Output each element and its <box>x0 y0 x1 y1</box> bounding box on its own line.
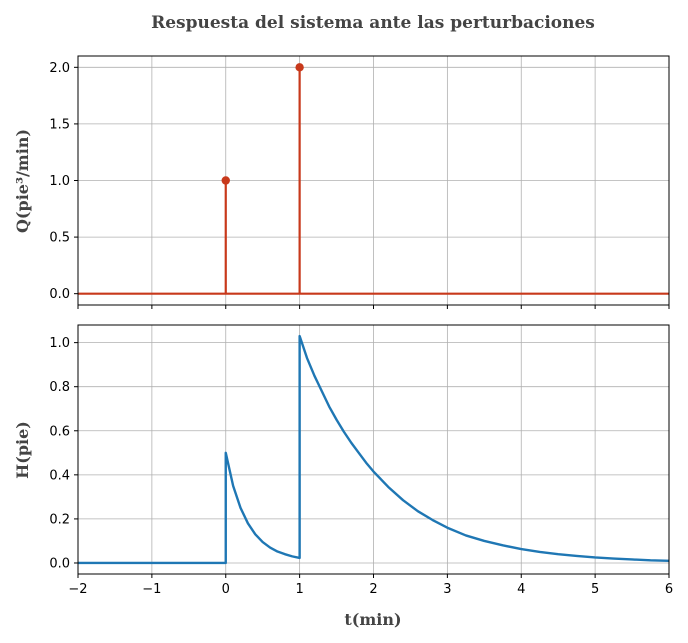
x-axis-label: t(min) <box>344 610 401 629</box>
x-tick-label: 6 <box>665 582 673 597</box>
bottom-panel: −2 −1 0 1 2 3 4 5 6 0.0 0.2 0.4 0.6 0.8 1.0 H(pie) t(m… <box>13 324 673 629</box>
top-marks <box>78 63 669 295</box>
bottom-y-tick-label: 0.6 <box>49 424 70 439</box>
bottom-y-tick-label: 0.4 <box>49 468 70 483</box>
x-tick-label: −1 <box>142 582 161 597</box>
x-tick-label: 2 <box>369 582 377 597</box>
top-y-tick-label: 2.0 <box>49 61 70 76</box>
x-tick-label: 3 <box>443 582 451 597</box>
top-ticks: 0.0 0.5 1.0 1.5 2.0 <box>49 61 670 309</box>
bottom-marks <box>78 334 670 565</box>
x-tick-label: 4 <box>517 582 525 597</box>
x-tick-label: 0 <box>222 582 230 597</box>
x-tick-label: −2 <box>68 582 87 597</box>
bottom-y-tick-label: 0.8 <box>49 380 70 395</box>
bottom-y-tick-label: 0.2 <box>49 512 70 527</box>
bottom-ticks: −2 −1 0 1 2 3 4 5 6 0.0 0.2 0.4 0.6 0.8 1.0 <box>49 336 673 597</box>
top-y-tick-label: 1.5 <box>49 117 70 132</box>
top-grid <box>77 56 670 305</box>
stem-marker <box>221 176 230 185</box>
top-y-tick-label: 0.0 <box>49 287 70 302</box>
chart-title: Respuesta del sistema ante las perturbac… <box>151 13 595 33</box>
bottom-y-tick-label: 0.0 <box>49 556 70 571</box>
top-y-tick-label: 1.0 <box>49 174 70 189</box>
stem-marker <box>295 63 304 72</box>
top-panel: 0.0 0.5 1.0 1.5 2.0 Q(pie³/min) <box>13 55 670 309</box>
x-tick-label: 1 <box>295 582 303 597</box>
top-y-axis-label: Q(pie³/min) <box>13 129 32 233</box>
top-y-tick-label: 0.5 <box>49 231 70 246</box>
bottom-grid <box>77 325 670 574</box>
response-line <box>78 334 670 565</box>
x-tick-label: 5 <box>591 582 599 597</box>
bottom-y-axis-label: H(pie) <box>13 421 32 479</box>
bottom-y-tick-label: 1.0 <box>49 336 70 351</box>
